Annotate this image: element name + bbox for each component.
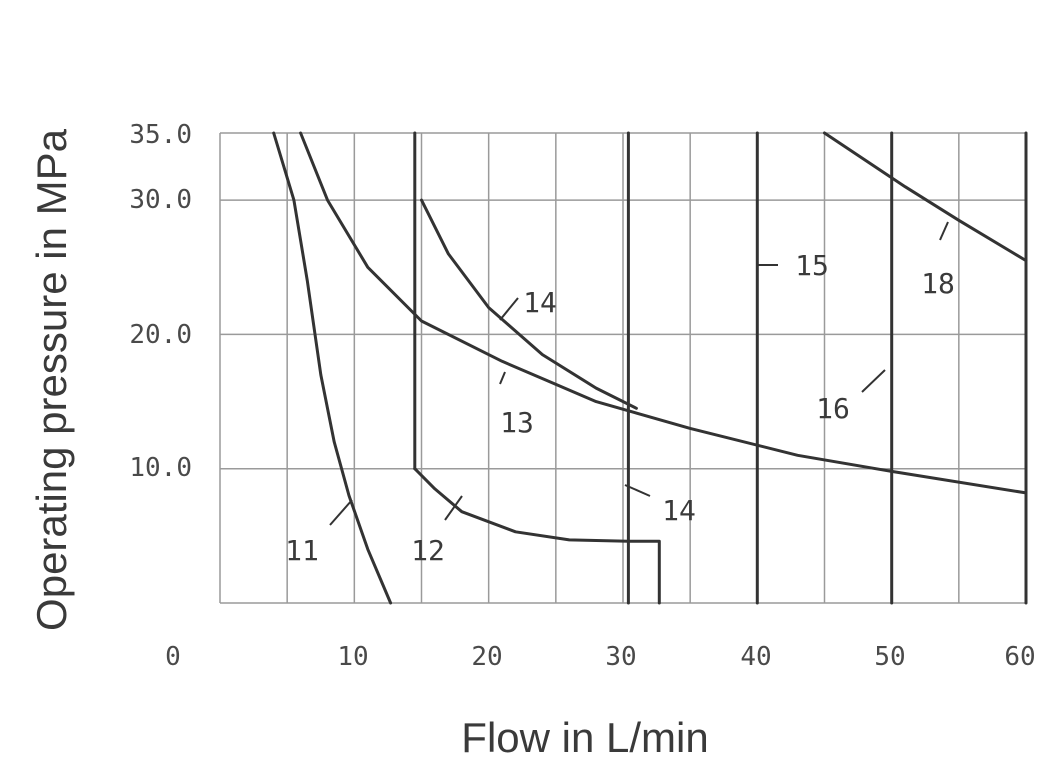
x-tick-label: 40 (740, 642, 771, 672)
series-line (299, 131, 1028, 495)
leader-line (499, 371, 506, 385)
y-tick-label: 10.0 (129, 453, 192, 483)
x-tick-label: 20 (471, 642, 502, 672)
series-line (823, 131, 1028, 263)
leader-line (499, 297, 519, 321)
leader-line (624, 484, 651, 497)
leader-line (444, 495, 463, 521)
grid (219, 132, 1027, 604)
y-tick-label: 20.0 (129, 320, 192, 350)
curve-label: 13 (500, 406, 534, 439)
curve-label: 14 (523, 286, 557, 319)
curve-label: 15 (795, 249, 829, 282)
curve-annotations: 11 12 13 14 14 15 16 18 (285, 221, 955, 567)
x-tick-label: 30 (605, 642, 636, 672)
curve-label: 12 (411, 534, 445, 567)
leader-line (329, 499, 353, 526)
leader-line (861, 369, 886, 393)
x-tick-label: 50 (874, 642, 905, 672)
series-line (272, 131, 393, 605)
x-tick-label: 10 (337, 642, 368, 672)
leader-line (939, 221, 949, 241)
series-line (413, 467, 661, 605)
curve-label: 11 (285, 534, 319, 567)
x-tick-label: 60 (1004, 642, 1035, 672)
y-axis-label: Operating pressure in MPa (28, 128, 75, 631)
series-group (272, 131, 1028, 605)
series-line (420, 198, 638, 410)
curve-label: 18 (921, 267, 955, 300)
y-tick-label: 35.0 (129, 120, 192, 150)
x-tick-labels: 0 10 20 30 40 50 60 (165, 642, 1035, 672)
x-axis-label: Flow in L/min (461, 714, 708, 761)
curve-label: 14 (662, 494, 696, 527)
curve-label: 16 (816, 392, 850, 425)
y-tick-label: 30.0 (129, 185, 192, 215)
x-tick-label: 0 (165, 642, 181, 672)
y-tick-labels: 10.0 20.0 30.0 35.0 (129, 120, 192, 483)
